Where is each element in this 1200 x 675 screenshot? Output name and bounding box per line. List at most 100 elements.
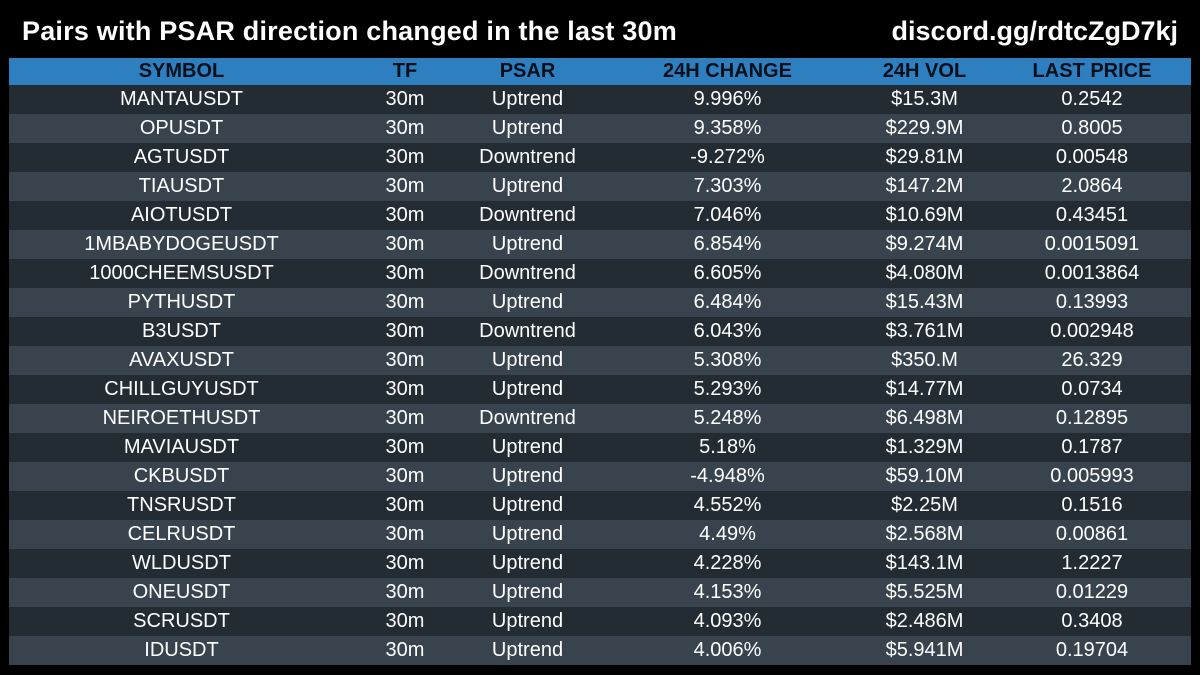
volume-cell: $9.274M: [885, 233, 964, 255]
table-row[interactable]: 1000CHEEMSUSDT 30m Downtrend 6.605% $4.080M 0…: [9, 259, 1191, 288]
change-cell: 5.308%: [693, 349, 762, 371]
volume-cell: $10.69M: [885, 204, 964, 226]
volume-cell: $6.498M: [885, 407, 964, 429]
symbol-cell: B3USDT: [142, 320, 221, 342]
tf-cell: 30m: [385, 291, 425, 313]
table-row[interactable]: CHILLGUYUSDT 30m Uptrend 5.293% $14.77M 0.073…: [9, 375, 1191, 404]
volume-cell: $2.486M: [885, 610, 964, 632]
psar-cell: Uptrend: [491, 291, 564, 313]
table-row[interactable]: AIOTUSDT 30m Downtrend 7.046% $10.69M 0.43451: [9, 201, 1191, 230]
volume-cell: $14.77M: [885, 378, 964, 400]
change-cell: 7.046%: [693, 204, 762, 226]
price-cell: 2.0864: [1061, 175, 1123, 197]
symbol-cell: AGTUSDT: [133, 146, 230, 168]
tf-cell: 30m: [385, 262, 425, 284]
volume-cell: $2.25M: [891, 494, 958, 516]
change-cell: -4.948%: [690, 465, 765, 487]
psar-cell: Uptrend: [491, 436, 564, 458]
column-header-psar[interactable]: PSAR: [499, 60, 556, 82]
column-header-last-price[interactable]: LAST PRICE: [1032, 60, 1152, 82]
symbol-cell: CHILLGUYUSDT: [104, 378, 259, 400]
table-row[interactable]: MANTAUSDT 30m Uptrend 9.996% $15.3M 0.2542: [9, 85, 1191, 114]
volume-cell: $350.M: [891, 349, 958, 371]
psar-cell: Uptrend: [491, 552, 564, 574]
psar-cell: Downtrend: [479, 407, 576, 429]
price-cell: 1.2227: [1061, 552, 1123, 574]
volume-cell: $229.9M: [885, 117, 964, 139]
price-cell: 0.8005: [1061, 117, 1123, 139]
price-cell: 0.002948: [1050, 320, 1134, 342]
symbol-cell: ONEUSDT: [132, 581, 231, 603]
table-row[interactable]: PYTHUSDT 30m Uptrend 6.484% $15.43M 0.13993: [9, 288, 1191, 317]
table-row[interactable]: WLDUSDT 30m Uptrend 4.228% $143.1M 1.2227: [9, 549, 1191, 578]
change-cell: 4.552%: [693, 494, 762, 516]
table-row[interactable]: TIAUSDT 30m Uptrend 7.303% $147.2M 2.0864: [9, 172, 1191, 201]
volume-cell: $59.10M: [885, 465, 964, 487]
column-header-24h-change[interactable]: 24H CHANGE: [663, 60, 792, 82]
symbol-cell: 1MBABYDOGEUSDT: [84, 233, 279, 255]
tf-cell: 30m: [385, 320, 425, 342]
change-cell: 5.18%: [699, 436, 756, 458]
table-row[interactable]: IDUSDT 30m Uptrend 4.006% $5.941M 0.19704: [9, 636, 1191, 665]
tf-cell: 30m: [385, 494, 425, 516]
volume-cell: $147.2M: [885, 175, 964, 197]
tf-cell: 30m: [385, 436, 425, 458]
psar-cell: Uptrend: [491, 639, 564, 661]
psar-cell: Uptrend: [491, 175, 564, 197]
table-row[interactable]: SCRUSDT 30m Uptrend 4.093% $2.486M 0.3408: [9, 607, 1191, 636]
volume-cell: $143.1M: [885, 552, 964, 574]
table-row[interactable]: CKBUSDT 30m Uptrend -4.948% $59.10M 0.005993: [9, 462, 1191, 491]
psar-cell: Downtrend: [479, 320, 576, 342]
change-cell: -9.272%: [690, 146, 765, 168]
symbol-cell: AVAXUSDT: [129, 349, 234, 371]
price-cell: 0.1516: [1061, 494, 1123, 516]
price-cell: 0.00861: [1055, 523, 1129, 545]
symbol-cell: CELRUSDT: [127, 523, 236, 545]
table-row[interactable]: TNSRUSDT 30m Uptrend 4.552% $2.25M 0.1516: [9, 491, 1191, 520]
tf-cell: 30m: [385, 552, 425, 574]
header-bar: Pairs with PSAR direction changed in the…: [0, 0, 1200, 58]
discord-link[interactable]: discord.gg/rdtcZgD7kj: [891, 16, 1178, 46]
change-cell: 6.854%: [693, 233, 762, 255]
tf-cell: 30m: [385, 581, 425, 603]
table-row[interactable]: B3USDT 30m Downtrend 6.043% $3.761M 0.002948: [9, 317, 1191, 346]
change-cell: 6.043%: [693, 320, 762, 342]
column-header-symbol[interactable]: SYMBOL: [138, 60, 225, 82]
table-row[interactable]: AGTUSDT 30m Downtrend -9.272% $29.81M 0.00548: [9, 143, 1191, 172]
symbol-cell: IDUSDT: [144, 639, 219, 661]
psar-cell: Downtrend: [479, 204, 576, 226]
price-cell: 0.3408: [1061, 610, 1123, 632]
price-cell: 0.0015091: [1044, 233, 1140, 255]
tf-cell: 30m: [385, 233, 425, 255]
change-cell: 7.303%: [693, 175, 762, 197]
table-row[interactable]: 1MBABYDOGEUSDT 30m Uptrend 6.854% $9.274M 0.0…: [9, 230, 1191, 259]
volume-cell: $4.080M: [885, 262, 964, 284]
psar-cell: Uptrend: [491, 117, 564, 139]
change-cell: 9.358%: [693, 117, 762, 139]
table-row[interactable]: NEIROETHUSDT 30m Downtrend 5.248% $6.498M 0.1…: [9, 404, 1191, 433]
symbol-cell: TIAUSDT: [138, 175, 225, 197]
psar-cell: Uptrend: [491, 494, 564, 516]
psar-cell: Uptrend: [491, 581, 564, 603]
table-row[interactable]: CELRUSDT 30m Uptrend 4.49% $2.568M 0.00861: [9, 520, 1191, 549]
tf-cell: 30m: [385, 204, 425, 226]
symbol-cell: CKBUSDT: [133, 465, 230, 487]
symbol-cell: 1000CHEEMSUSDT: [89, 262, 274, 284]
table-row[interactable]: MAVIAUSDT 30m Uptrend 5.18% $1.329M 0.1787: [9, 433, 1191, 462]
change-cell: 5.248%: [693, 407, 762, 429]
symbol-cell: NEIROETHUSDT: [102, 407, 261, 429]
tf-cell: 30m: [385, 175, 425, 197]
table-row[interactable]: OPUSDT 30m Uptrend 9.358% $229.9M 0.8005: [9, 114, 1191, 143]
price-cell: 0.0734: [1061, 378, 1123, 400]
pairs-table: SYMBOL TF PSAR 24H CHANGE 24H VOL LAST P…: [9, 58, 1191, 665]
table-row[interactable]: AVAXUSDT 30m Uptrend 5.308% $350.M 26.329: [9, 346, 1191, 375]
volume-cell: $3.761M: [885, 320, 964, 342]
column-header-tf[interactable]: TF: [392, 60, 418, 82]
table-row[interactable]: ONEUSDT 30m Uptrend 4.153% $5.525M 0.01229: [9, 578, 1191, 607]
column-header-24h-vol[interactable]: 24H VOL: [882, 60, 967, 82]
volume-cell: $15.3M: [891, 88, 958, 110]
price-cell: 0.00548: [1055, 146, 1129, 168]
volume-cell: $1.329M: [885, 436, 964, 458]
tf-cell: 30m: [385, 146, 425, 168]
symbol-cell: PYTHUSDT: [127, 291, 236, 313]
